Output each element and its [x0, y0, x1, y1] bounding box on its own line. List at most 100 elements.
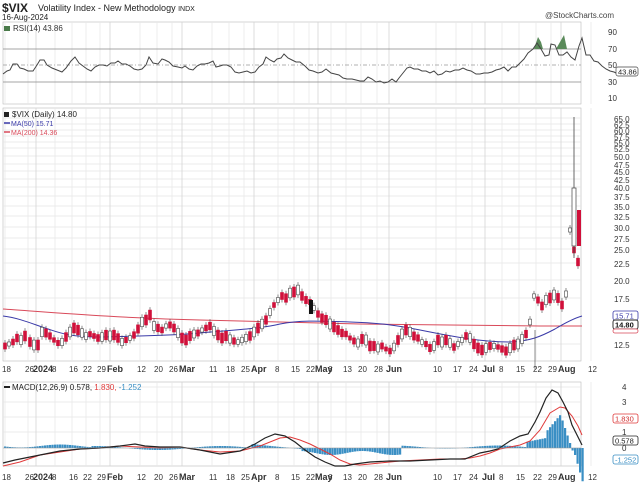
price-panel: 65.0 62.5 60.0 57.5 55.0 52.5 50.0 47.5 … — [2, 107, 639, 370]
macd-signal-line — [2, 406, 583, 467]
x-axis-label: 10 — [433, 473, 442, 482]
price-y-axis: 65.0 62.5 60.0 57.5 55.0 52.5 50.0 47.5 … — [614, 115, 630, 350]
ma50-value-text: 15.71 — [615, 312, 634, 321]
x-axis-label: Mar — [179, 364, 196, 374]
x-axis-label: 15 — [291, 365, 300, 374]
x-axis-label: 18 — [2, 365, 11, 374]
x-axis-label: 11 — [209, 473, 218, 482]
x-axis-label: 15 — [516, 365, 525, 374]
rsi-legend: RSI(14) 43.86 — [13, 24, 63, 33]
x-axis-label: May — [315, 364, 333, 374]
price-legend: $VIX (Daily) 14.80 MA(50) 15.71 MA(200) … — [4, 110, 77, 137]
x-axis-label: 20 — [358, 365, 367, 374]
x-axis-label: 26 — [25, 473, 34, 482]
rsi-y-axis: 90 70 50 30 10 — [608, 28, 617, 103]
x-axis-label: Feb — [107, 364, 124, 374]
x-axis-label: Jun — [386, 472, 402, 482]
x-axis-label: 20 — [358, 473, 367, 482]
x-axis-label: 16 — [69, 473, 78, 482]
x-axis-label: 28 — [374, 473, 383, 482]
rsi-line — [2, 36, 619, 84]
x-axis-label: 29 — [97, 473, 106, 482]
copyright-text: @StockCharts.com — [545, 11, 615, 20]
rsi-value-badge — [615, 66, 639, 77]
rsi-legend-icon — [4, 26, 10, 31]
x-axis-label: 6 — [328, 473, 333, 482]
ma50-line — [2, 315, 583, 343]
price-tick: 17.5 — [614, 295, 630, 304]
x-axis-label: 22 — [306, 473, 315, 482]
hist-value-badge — [612, 454, 639, 465]
price-candles — [3, 117, 581, 370]
price-tick: 30.0 — [614, 224, 630, 233]
price-tick: 35.0 — [614, 203, 630, 212]
x-axis-label: May — [315, 472, 333, 482]
x-axis-label: 24 — [469, 365, 478, 374]
macd-value-text: 0.578 — [615, 437, 634, 446]
candle-legend-icon — [4, 112, 9, 117]
ticker-symbol: $VIX — [2, 1, 29, 15]
macd-legend: MACD(12,26,9) 0.578, 1.830, -1.252 — [4, 383, 142, 392]
x-axis-label: 26 — [169, 365, 178, 374]
x-axis-label: 11 — [209, 365, 218, 374]
macd-legend-text: MACD(12,26,9) 0.578, 1.830, -1.252 — [12, 383, 142, 392]
chart-date: 16-Aug-2024 — [2, 13, 49, 22]
x-axis-label: 20 — [154, 473, 163, 482]
price-tick: 25.0 — [614, 246, 630, 255]
signal-value-text: 1.830 — [615, 415, 634, 424]
price-legend-text: $VIX (Daily) 14.80 — [12, 110, 77, 119]
x-axis-label: Jul — [482, 364, 495, 374]
rsi-value-text: 43.86 — [618, 68, 637, 77]
price-tick: 45.0 — [614, 168, 630, 177]
x-axis-label: 25 — [241, 473, 250, 482]
macd-line — [2, 389, 583, 467]
signal-value-badge — [612, 413, 639, 424]
x-axis-label: Apr — [251, 472, 267, 482]
x-axis-label: 22 — [83, 365, 92, 374]
x-axis-label: 12 — [137, 473, 146, 482]
ma200-legend-text: MA(200) 14.36 — [11, 130, 57, 137]
price-tick: 12.5 — [614, 341, 630, 350]
price-tick: 32.5 — [614, 213, 630, 222]
x-axis-label: 18 — [226, 473, 235, 482]
macd-histogram — [4, 415, 584, 482]
macd-tick: 0 — [622, 444, 627, 453]
ma200-value-badge — [612, 328, 639, 334]
x-axis-label: 22 — [83, 473, 92, 482]
x-axis-label: 12 — [137, 365, 146, 374]
price-tick: 52.5 — [614, 145, 630, 154]
x-axis-label: 2024 — [33, 472, 53, 482]
close-value-text: 14.80 — [615, 321, 634, 330]
x-axis-label: 29 — [548, 473, 557, 482]
x-axis-label: 18 — [2, 473, 11, 482]
x-axis-label: 8 — [52, 473, 57, 482]
x-axis-label: Jun — [386, 364, 402, 374]
x-axis-label: 26 — [25, 365, 34, 374]
x-axis-label: 22 — [306, 365, 315, 374]
price-tick: 60.0 — [614, 127, 630, 136]
macd-tick: 3 — [622, 398, 627, 407]
price-tick: 27.5 — [614, 235, 630, 244]
price-tick: 50.0 — [614, 153, 630, 162]
price-tick: 47.5 — [614, 161, 630, 170]
x-axis-label: Feb — [107, 472, 124, 482]
x-axis-label: 10 — [433, 365, 442, 374]
x-axis-label: 25 — [241, 365, 250, 374]
x-axis-label: 28 — [374, 365, 383, 374]
hist-value-text: -1.252 — [615, 456, 636, 465]
rsi-tick-90: 90 — [608, 28, 617, 37]
macd-tick: 1 — [622, 428, 627, 437]
x-axis-label: 13 — [343, 473, 352, 482]
x-axis-label: Apr — [251, 364, 267, 374]
x-axis-label: Mar — [179, 472, 196, 482]
price-tick: 62.5 — [614, 121, 630, 130]
x-axis-label: 22 — [533, 473, 542, 482]
macd-value-badge — [612, 435, 639, 446]
rsi-tick-30: 30 — [608, 78, 617, 87]
x-axis-label: 29 — [97, 365, 106, 374]
price-tick: 57.5 — [614, 133, 630, 142]
x-axis-label: 8 — [275, 365, 280, 374]
